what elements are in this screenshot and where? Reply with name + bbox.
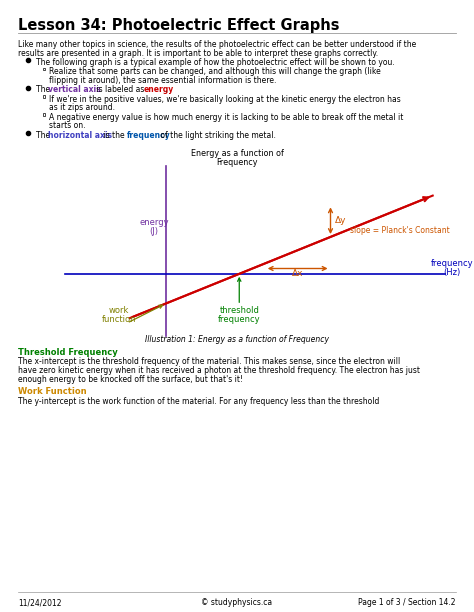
Text: Illustration 1: Energy as a function of Frequency: Illustration 1: Energy as a function of … bbox=[145, 335, 329, 345]
Text: The x-intercept is the threshold frequency of the material. This makes sense, si: The x-intercept is the threshold frequen… bbox=[18, 357, 400, 367]
Text: Δx: Δx bbox=[292, 269, 303, 277]
Text: Frequency: Frequency bbox=[216, 158, 258, 167]
Text: (Hz): (Hz) bbox=[443, 268, 461, 277]
Text: A negative energy value is how much energy it is lacking to be able to break off: A negative energy value is how much ener… bbox=[49, 113, 403, 122]
Text: energy: energy bbox=[139, 218, 169, 226]
Text: frequency: frequency bbox=[127, 131, 170, 140]
Text: is the: is the bbox=[101, 131, 128, 140]
Text: Like many other topics in science, the results of the photoelectric effect can b: Like many other topics in science, the r… bbox=[18, 40, 416, 49]
Text: © studyphysics.ca: © studyphysics.ca bbox=[201, 598, 273, 607]
Text: of the light striking the metal.: of the light striking the metal. bbox=[158, 131, 276, 140]
Bar bbox=[43, 95, 46, 97]
Text: work: work bbox=[109, 305, 129, 315]
Text: flipping it around), the same essential information is there.: flipping it around), the same essential … bbox=[49, 76, 276, 85]
Text: threshold: threshold bbox=[219, 305, 259, 315]
Text: The: The bbox=[36, 131, 53, 140]
Text: Δy: Δy bbox=[335, 216, 346, 225]
Bar bbox=[43, 113, 46, 116]
Text: slope = Planck's Constant: slope = Planck's Constant bbox=[350, 226, 450, 235]
Text: Threshold Frequency: Threshold Frequency bbox=[18, 348, 118, 357]
Text: frequency: frequency bbox=[431, 259, 474, 268]
Text: The: The bbox=[36, 86, 53, 94]
Text: horizontal axis: horizontal axis bbox=[48, 131, 112, 140]
Text: Page 1 of 3 / Section 14.2: Page 1 of 3 / Section 14.2 bbox=[358, 598, 456, 607]
Text: (J): (J) bbox=[150, 226, 159, 236]
Text: Energy as a function of: Energy as a function of bbox=[191, 149, 283, 159]
Text: The y-intercept is the work function of the material. For any frequency less tha: The y-intercept is the work function of … bbox=[18, 397, 379, 406]
Text: have zero kinetic energy when it has received a photon at the threshold frequenc: have zero kinetic energy when it has rec… bbox=[18, 366, 420, 375]
Text: frequency: frequency bbox=[218, 315, 261, 324]
Bar bbox=[43, 67, 46, 70]
Text: Lesson 34: Photoelectric Effect Graphs: Lesson 34: Photoelectric Effect Graphs bbox=[18, 18, 339, 33]
Text: If we're in the positive values, we're basically looking at the kinetic energy t: If we're in the positive values, we're b… bbox=[49, 95, 401, 104]
Text: The following graph is a typical example of how the photoelectric effect will be: The following graph is a typical example… bbox=[36, 58, 395, 67]
Text: enough energy to be knocked off the surface, but that's it!: enough energy to be knocked off the surf… bbox=[18, 375, 243, 384]
Text: vertical axis: vertical axis bbox=[48, 86, 101, 94]
Text: Realize that some parts can be changed, and although this will change the graph : Realize that some parts can be changed, … bbox=[49, 67, 381, 76]
Text: .: . bbox=[164, 86, 167, 94]
Text: energy: energy bbox=[144, 86, 174, 94]
Text: function: function bbox=[101, 315, 136, 324]
Text: as it zips around.: as it zips around. bbox=[49, 103, 115, 113]
Text: is labeled as: is labeled as bbox=[94, 86, 147, 94]
Text: 11/24/2012: 11/24/2012 bbox=[18, 598, 62, 607]
Text: starts on.: starts on. bbox=[49, 122, 85, 130]
Text: Work Function: Work Function bbox=[18, 387, 87, 396]
Text: results are presented in a graph. It is important to be able to interpret these : results are presented in a graph. It is … bbox=[18, 48, 378, 58]
